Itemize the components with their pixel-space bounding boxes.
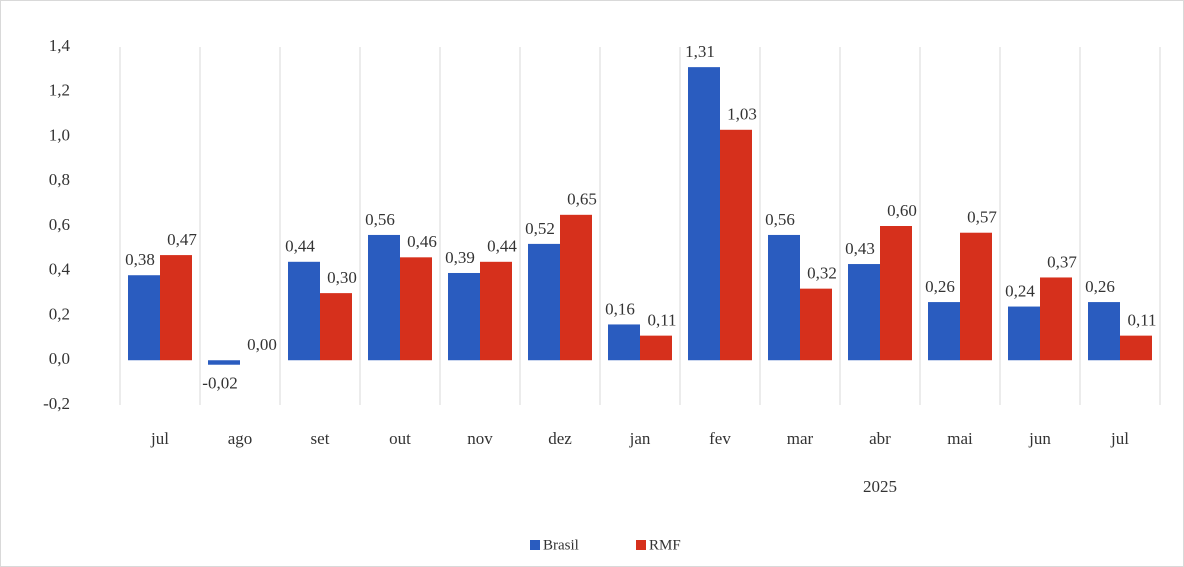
x-tick-label: jun: [1028, 429, 1051, 448]
data-label: 0,24: [1005, 281, 1035, 300]
bar: [880, 226, 912, 361]
data-label: 0,39: [445, 248, 475, 267]
data-label: 0,38: [125, 250, 155, 269]
data-label: 0,00: [247, 335, 277, 354]
data-label: 0,30: [327, 268, 357, 287]
x-tick-label: ago: [228, 429, 253, 448]
bar: [528, 243, 560, 361]
data-label: 0,44: [487, 237, 517, 256]
bar: [448, 272, 480, 361]
y-tick-label: 1,4: [49, 36, 71, 55]
x-tick-label: abr: [869, 429, 891, 448]
bar: [640, 335, 672, 361]
bar: [720, 129, 752, 361]
bar: [928, 302, 960, 361]
legend-swatch: [530, 540, 540, 550]
y-tick-label: 0,2: [49, 304, 70, 323]
bar: [208, 360, 240, 365]
bar: [560, 214, 592, 361]
bar: [480, 261, 512, 361]
bar: [848, 264, 880, 361]
data-label: 0,57: [967, 208, 997, 227]
bar: [960, 232, 992, 361]
data-label: 0,32: [807, 264, 837, 283]
bar: [320, 293, 352, 361]
x-tick-label: jan: [629, 429, 651, 448]
x-tick-label: set: [311, 429, 330, 448]
bar: [768, 234, 800, 361]
data-label: 0,11: [1127, 311, 1156, 330]
y-tick-label: 0,8: [49, 170, 70, 189]
y-tick-label: 1,2: [49, 81, 70, 100]
y-tick-label: 0,0: [49, 349, 70, 368]
data-label: 0,11: [647, 311, 676, 330]
bar: [368, 234, 400, 361]
bar: [1088, 302, 1120, 361]
data-label: 0,44: [285, 237, 315, 256]
bar: [160, 255, 192, 361]
y-tick-label: 1,0: [49, 125, 70, 144]
bar: [128, 275, 160, 361]
data-label: 1,03: [727, 105, 757, 124]
bar: [1008, 306, 1040, 361]
bar: [608, 324, 640, 361]
data-label: -0,02: [202, 374, 237, 393]
bar: [288, 261, 320, 361]
data-label: 0,47: [167, 230, 197, 249]
bar: [400, 257, 432, 361]
x-tick-label: out: [389, 429, 411, 448]
bar: [688, 67, 720, 361]
data-label: 0,46: [407, 232, 437, 251]
data-label: 0,16: [605, 299, 635, 318]
legend-label: Brasil: [543, 537, 579, 553]
bar: [1040, 277, 1072, 361]
y-tick-label: 0,4: [49, 260, 71, 279]
bar: [800, 288, 832, 361]
y-tick-label: -0,2: [43, 394, 70, 413]
data-label: 1,31: [685, 42, 715, 61]
data-label: 0,26: [1085, 277, 1115, 296]
data-label: 0,43: [845, 239, 875, 258]
data-label: 0,56: [365, 210, 395, 229]
data-label: 0,52: [525, 219, 555, 238]
data-label: 0,26: [925, 277, 955, 296]
legend-label: RMF: [649, 537, 681, 553]
data-label: 0,56: [765, 210, 795, 229]
bar: [1120, 335, 1152, 361]
y-tick-label: 0,6: [49, 215, 70, 234]
data-label: 0,37: [1047, 252, 1077, 271]
data-label: 0,60: [887, 201, 917, 220]
legend-swatch: [636, 540, 646, 550]
x-tick-label: jul: [150, 429, 169, 448]
group-label: 2025: [863, 477, 897, 496]
x-tick-label: mar: [787, 429, 814, 448]
data-label: 0,65: [567, 190, 597, 209]
x-tick-label: jul: [1110, 429, 1129, 448]
x-tick-label: fev: [709, 429, 731, 448]
x-tick-label: mai: [947, 429, 973, 448]
x-tick-label: nov: [467, 429, 493, 448]
x-tick-label: dez: [548, 429, 572, 448]
